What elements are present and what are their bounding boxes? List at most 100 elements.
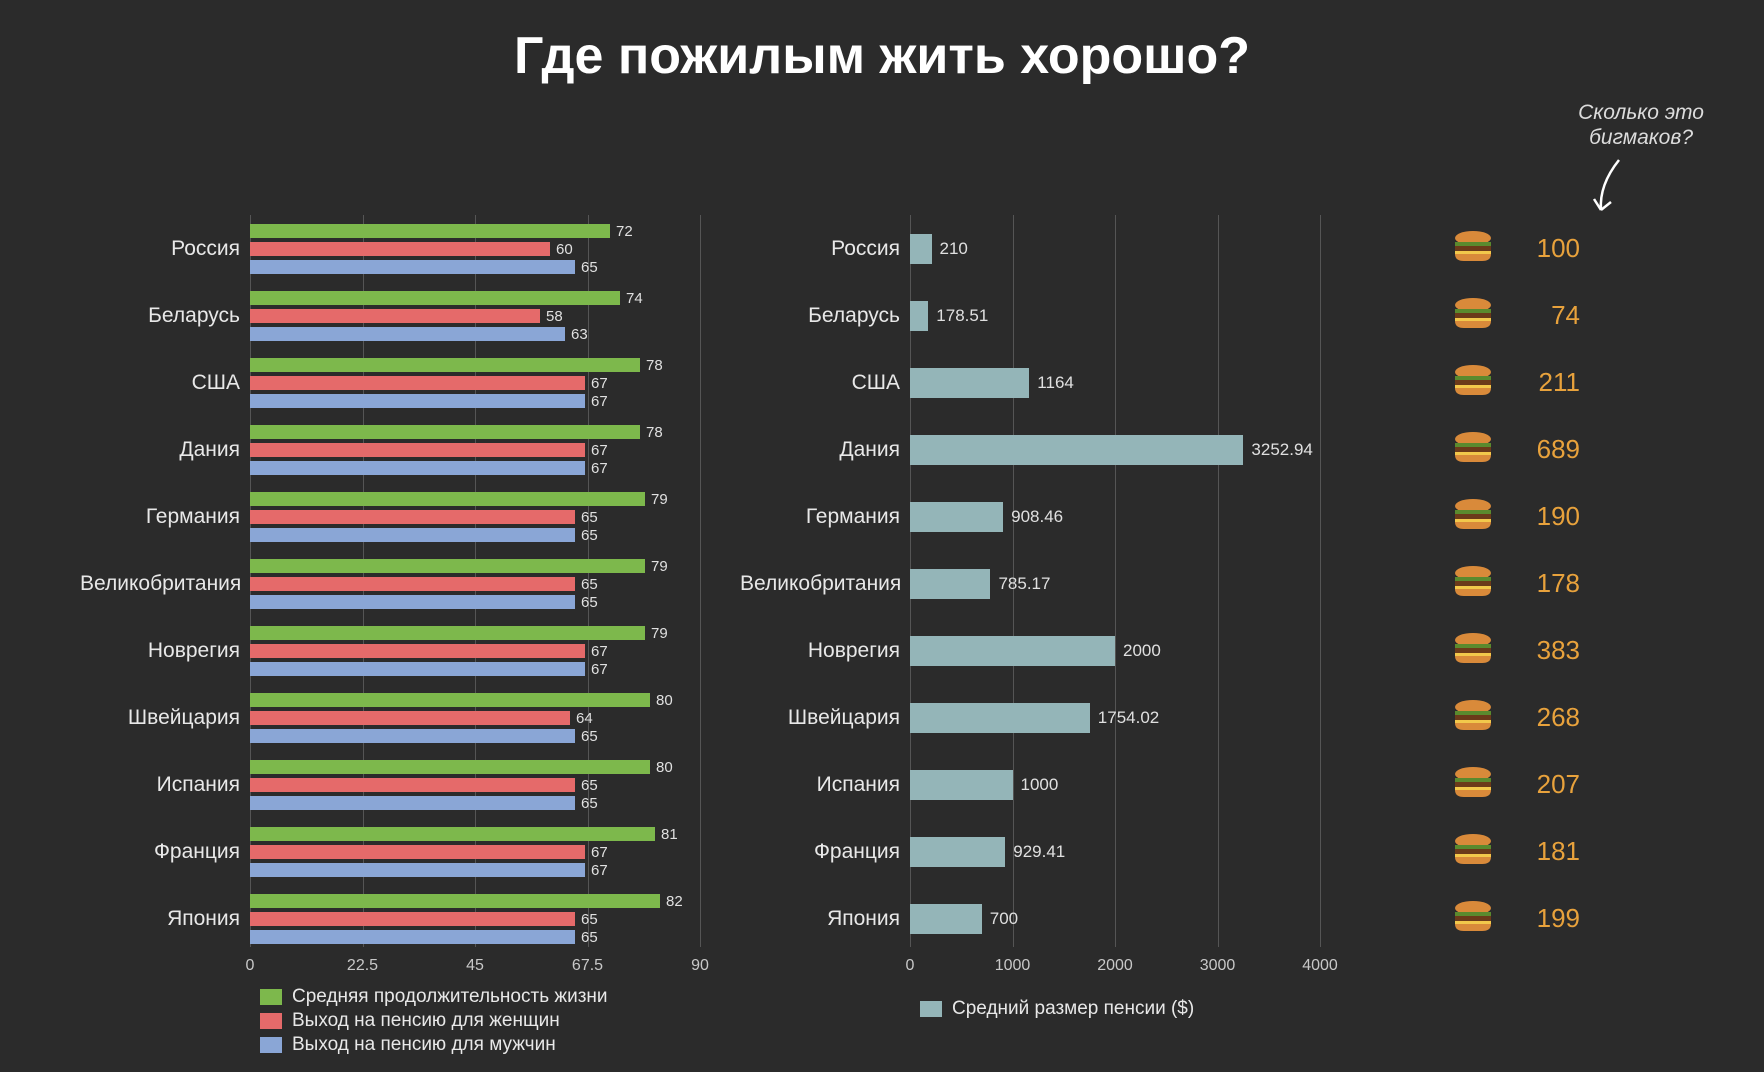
bar-women: 60: [250, 242, 550, 256]
legend-label-women: Выход на пенсию для женщин: [292, 1010, 560, 1032]
pension-bar: 908.46: [910, 502, 1003, 532]
left-row: Франция 81 67 67: [80, 818, 700, 885]
bar-women: 65: [250, 510, 575, 524]
x-tick: 22.5: [347, 957, 378, 975]
burger-icon: [1450, 431, 1496, 468]
bigmac-annotation: Сколько это бигмаков?: [1578, 100, 1704, 150]
bigmac-row: 74: [1350, 282, 1580, 349]
bar-men: 67: [250, 394, 585, 408]
bar-value: 65: [575, 795, 598, 812]
bar-men: 65: [250, 528, 575, 542]
category-label: Франция: [740, 840, 910, 864]
bigmac-row: 268: [1350, 684, 1580, 751]
burger-icon: [1450, 632, 1496, 669]
left-row: Россия726065: [80, 215, 700, 282]
bar-value: 67: [585, 643, 608, 660]
x-tick: 0: [906, 957, 915, 975]
bar-value: 785.17: [990, 574, 1050, 594]
bar-value: 60: [550, 241, 573, 258]
legend-item-men: Выход на пенсию для мужчин: [260, 1034, 608, 1056]
bigmac-row: 181: [1350, 818, 1580, 885]
left-legend: Средняя продолжительность жизни Выход на…: [260, 986, 608, 1058]
pension-bar: 785.17: [910, 569, 990, 599]
bar-life: 78: [250, 358, 640, 372]
bar-value: 78: [640, 424, 663, 441]
bar-value: 178.51: [928, 306, 988, 326]
bar-life: 74: [250, 291, 620, 305]
category-label: США: [740, 371, 910, 395]
bar-life: 79: [250, 626, 645, 640]
bar-value: 81: [655, 826, 678, 843]
mid-row: Испания1000: [740, 751, 1320, 818]
category-label: Новрегия: [740, 639, 910, 663]
bigmac-row: 100: [1350, 215, 1580, 282]
bigmac-row: 211: [1350, 349, 1580, 416]
bigmac-column: 10074211689190178383268207181199: [1350, 215, 1580, 995]
pension-bar: 1754.02: [910, 703, 1090, 733]
bar-value: 2000: [1115, 641, 1161, 661]
mid-row: Новрегия 2000: [740, 617, 1320, 684]
x-tick: 1000: [995, 957, 1031, 975]
x-tick: 3000: [1200, 957, 1236, 975]
category-label: Великобритания: [740, 572, 910, 596]
mid-row: США 1164: [740, 349, 1320, 416]
category-label: Швейцария: [80, 706, 250, 730]
bar-women: 65: [250, 577, 575, 591]
mid-row: Германия908.46: [740, 483, 1320, 550]
bar-men: 65: [250, 595, 575, 609]
category-label: Япония: [740, 907, 910, 931]
category-label: Дания: [740, 438, 910, 462]
bar-value: 65: [575, 576, 598, 593]
bar-value: 1164: [1029, 373, 1074, 393]
category-label: США: [80, 371, 250, 395]
pension-bar: 3252.94: [910, 435, 1243, 465]
burger-icon: [1450, 230, 1496, 267]
bar-value: 65: [575, 777, 598, 794]
mid-row: Швейцария1754.02: [740, 684, 1320, 751]
bar-value: 74: [620, 290, 643, 307]
left-row: США786767: [80, 349, 700, 416]
bar-value: 79: [645, 558, 668, 575]
left-row: Германия796565: [80, 483, 700, 550]
bar-men: 65: [250, 260, 575, 274]
bar-value: 65: [575, 259, 598, 276]
pension-bar: 1000: [910, 770, 1013, 800]
bar-value: 78: [640, 357, 663, 374]
bigmac-value: 190: [1510, 501, 1580, 532]
left-row: Великобритания796565: [80, 550, 700, 617]
category-label: Франция: [80, 840, 250, 864]
bar-women: 67: [250, 443, 585, 457]
x-tick: 2000: [1097, 957, 1133, 975]
left-row: Испания806565: [80, 751, 700, 818]
bar-women: 67: [250, 845, 585, 859]
bar-life: 72: [250, 224, 610, 238]
bigmac-row: 199: [1350, 885, 1580, 952]
mid-row: Дания3252.94: [740, 416, 1320, 483]
bar-value: 64: [570, 710, 593, 727]
bigmac-value: 199: [1510, 903, 1580, 934]
category-label: Испания: [80, 773, 250, 797]
left-row: Япония826565: [80, 885, 700, 952]
bar-men: 67: [250, 863, 585, 877]
life-retirement-chart: 022.54567.590 Россия726065Беларусь745863…: [80, 215, 700, 995]
category-label: Испания: [740, 773, 910, 797]
bar-value: 79: [645, 625, 668, 642]
category-label: Россия: [740, 237, 910, 261]
pension-bar: 700: [910, 904, 982, 934]
x-tick: 4000: [1302, 957, 1338, 975]
bar-value: 3252.94: [1243, 440, 1312, 460]
bar-life: 82: [250, 894, 660, 908]
pension-bar: 929.41: [910, 837, 1005, 867]
burger-icon: [1450, 766, 1496, 803]
bar-value: 65: [575, 728, 598, 745]
bigmac-value: 181: [1510, 836, 1580, 867]
category-label: Беларусь: [80, 304, 250, 328]
mid-legend: Средний размер пенсии ($): [920, 998, 1194, 1020]
bigmac-value: 178: [1510, 568, 1580, 599]
bar-men: 63: [250, 327, 565, 341]
bigmac-value: 74: [1510, 300, 1580, 331]
bigmac-value: 689: [1510, 434, 1580, 465]
bar-value: 63: [565, 326, 588, 343]
bar-women: 67: [250, 376, 585, 390]
bar-value: 1000: [1013, 775, 1059, 795]
